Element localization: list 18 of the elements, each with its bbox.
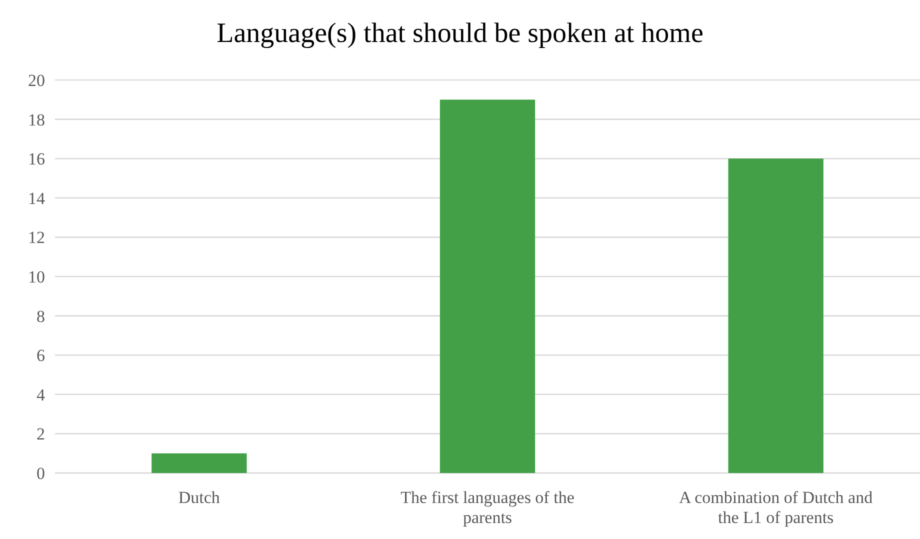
y-tick-label: 14 [28,188,46,208]
y-tick-label: 16 [28,150,45,169]
bar [728,158,824,473]
y-tick-label: 18 [28,110,45,130]
y-tick-label: 2 [36,424,45,444]
y-tick-label: 8 [36,306,45,326]
bar [440,100,536,473]
y-tick-label: 6 [36,346,45,366]
y-tick-label: 0 [36,464,45,483]
chart-title: Language(s) that should be spoken at home [216,18,704,49]
y-tick-label: 4 [36,385,46,404]
x-tick-label: The first languages of the parents [400,488,574,527]
y-tick-label: 12 [28,228,45,248]
x-tick-label: Dutch [178,488,220,507]
bar [152,453,247,473]
y-tick-label: 20 [28,70,45,90]
x-tick-label: A combination of Dutch and the L1 of parents [679,488,874,527]
y-tick-label: 10 [28,267,45,286]
